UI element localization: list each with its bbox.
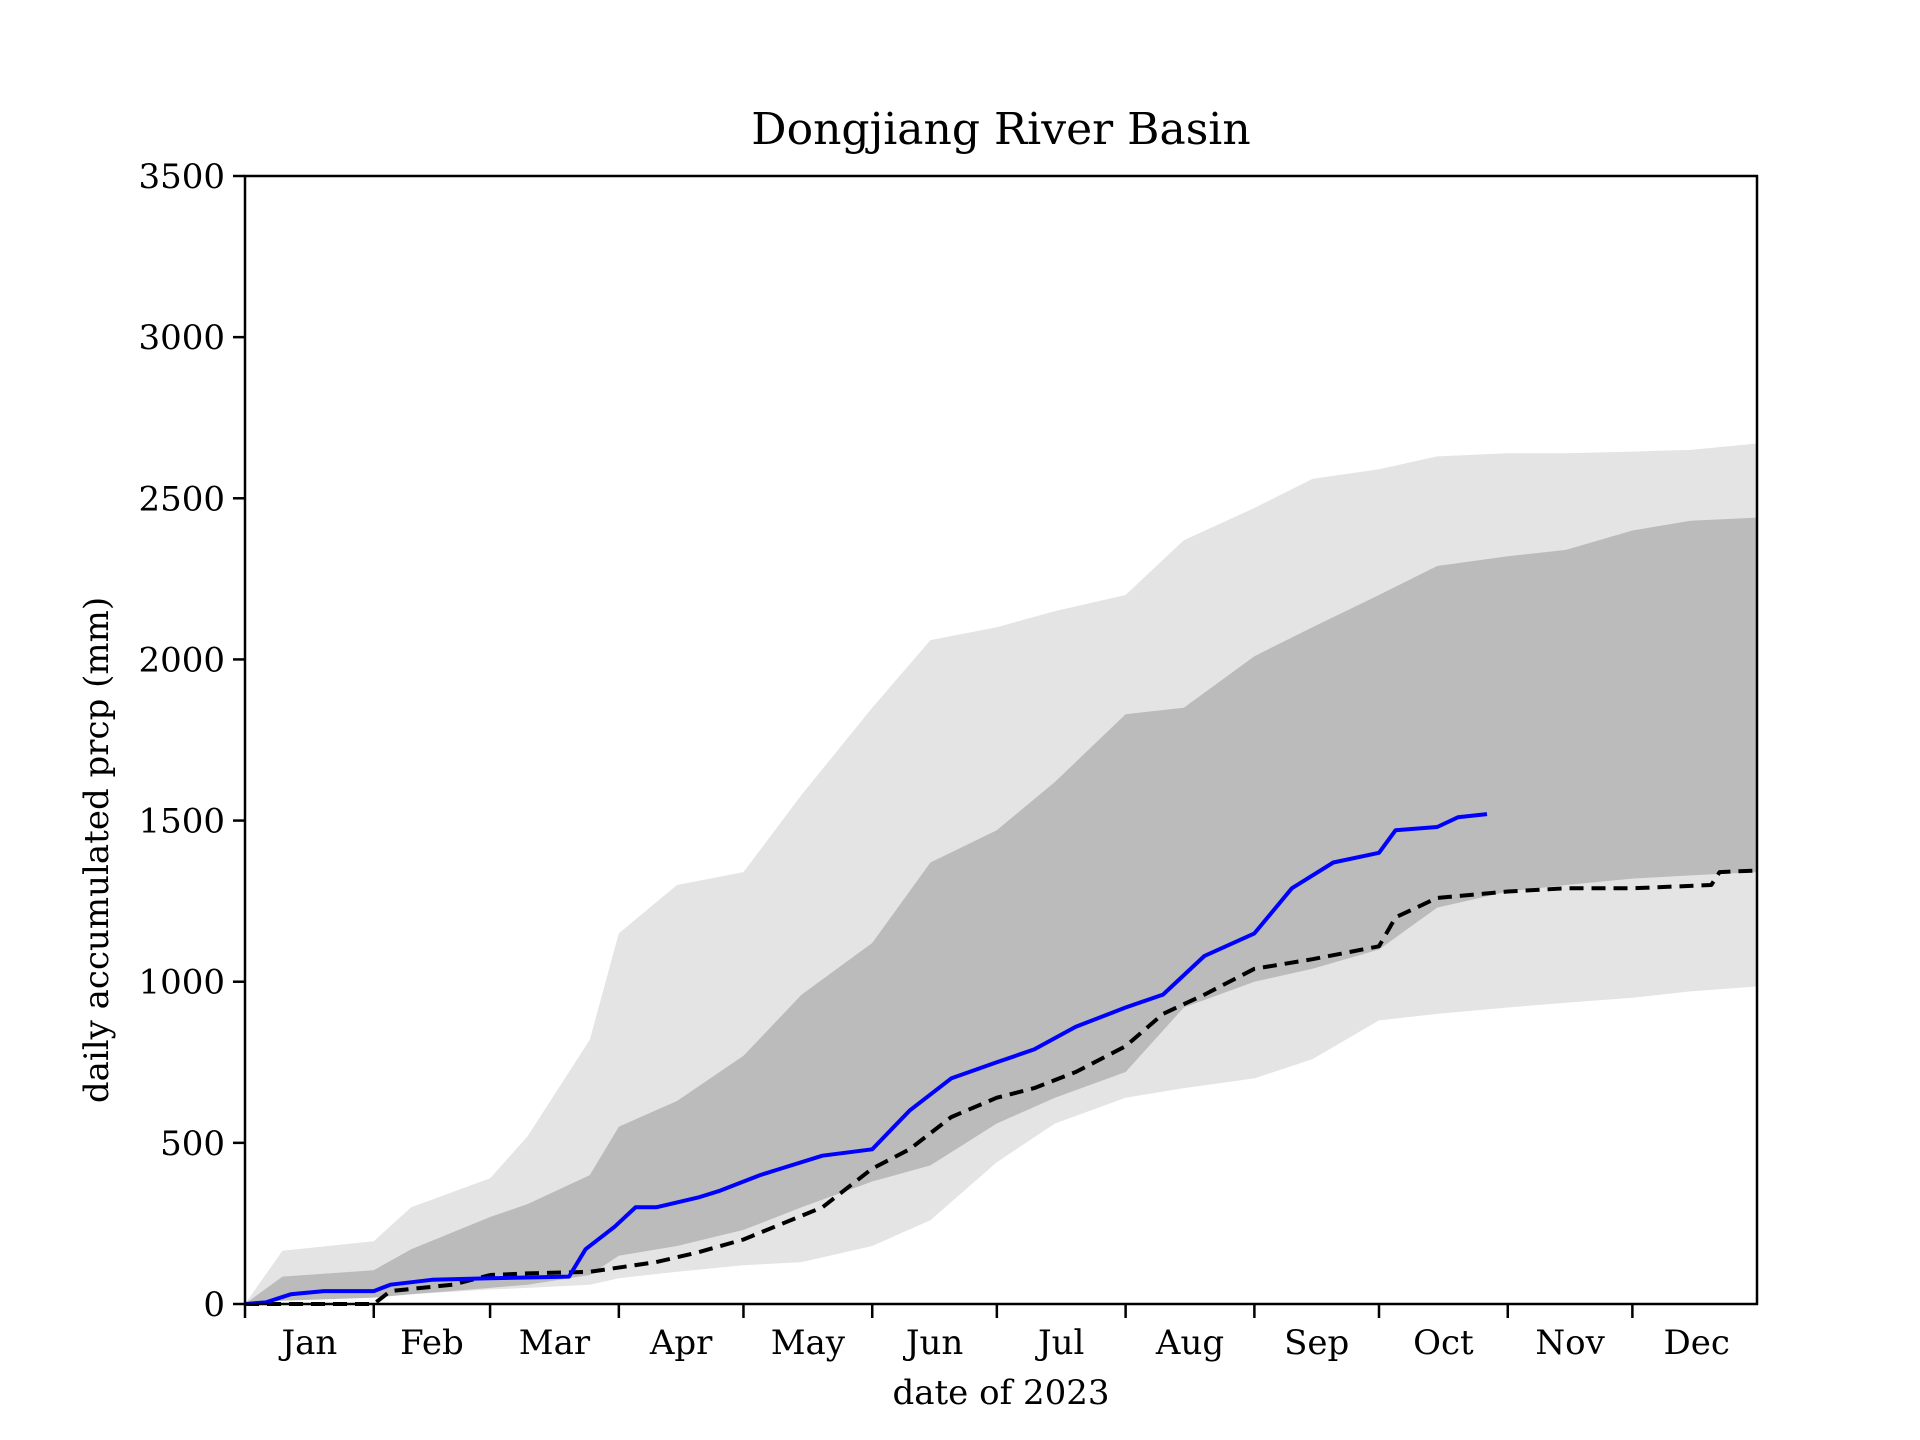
x-axis-label: date of 2023 [892, 1373, 1109, 1413]
y-tick-label: 1000 [138, 963, 225, 1003]
y-axis-label: daily accumulated prcp (mm) [77, 597, 117, 1103]
y-tick-label: 500 [160, 1124, 225, 1164]
chart-title: Dongjiang River Basin [751, 104, 1250, 155]
x-tick-label: Nov [1535, 1323, 1605, 1363]
x-tick-label: Jun [903, 1323, 963, 1363]
x-tick-label: Feb [400, 1323, 464, 1363]
inner-percentile-band [245, 517, 1757, 1304]
x-tick-label: Jan [278, 1323, 337, 1363]
series-lines [244, 812, 1758, 1306]
y-tick-label: 0 [203, 1285, 225, 1325]
x-tick-label: Mar [519, 1323, 591, 1363]
x-axis: Jan Feb Mar Apr May Jun Jul Aug Sep Oct Nov Dec [243, 1304, 1730, 1363]
y-axis: 0 500 1000 1500 2000 2500 3000 3500 [138, 157, 245, 1325]
y-tick-label: 2500 [138, 479, 225, 519]
x-tick-label: Apr [649, 1323, 713, 1363]
y-tick-label: 1500 [138, 802, 225, 842]
x-tick-label: Jul [1035, 1323, 1084, 1363]
y-tick-label: 2000 [138, 640, 225, 680]
x-tick-label: May [771, 1323, 846, 1363]
x-tick-label: Dec [1664, 1323, 1730, 1363]
plot-frame [243, 174, 1759, 1306]
x-tick-label: Oct [1413, 1323, 1474, 1363]
dashed-accumulated-line [245, 868, 1758, 1306]
x-tick-label: Sep [1284, 1323, 1349, 1363]
y-tick-label: 3000 [138, 318, 225, 358]
x-tick-label: Aug [1155, 1323, 1224, 1363]
blue-accumulated-line [244, 812, 1488, 1306]
y-tick-label: 3500 [138, 157, 225, 197]
percentile-bands [245, 443, 1757, 1304]
